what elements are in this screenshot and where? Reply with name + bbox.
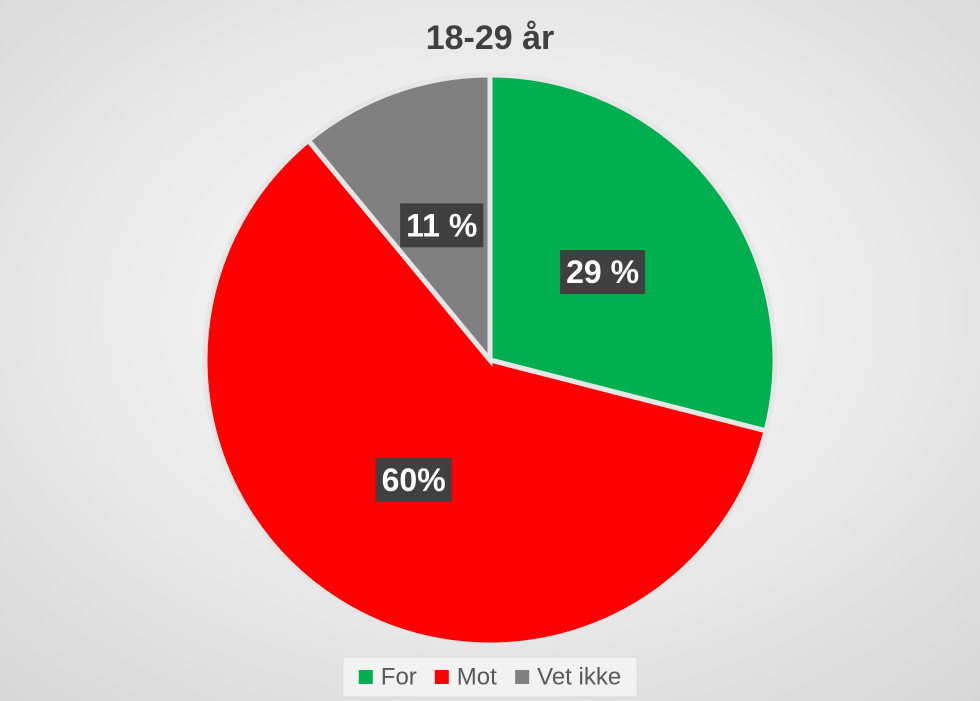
data-label: 29 % <box>566 254 639 290</box>
data-label: 60% <box>382 462 446 498</box>
data-label-box <box>560 250 646 295</box>
data-label-box <box>400 203 484 248</box>
legend-swatch <box>358 670 373 684</box>
legend-label: Vet ikke <box>537 663 621 690</box>
data-label: 11 % <box>406 207 477 243</box>
data-label-box <box>375 457 452 502</box>
legend-swatch <box>434 670 449 684</box>
legend-label: For <box>381 663 417 690</box>
legend-box <box>342 656 638 698</box>
pie-slice <box>304 72 493 367</box>
pie <box>202 72 778 648</box>
chart-title: 18-29 år <box>426 19 555 57</box>
legend: For Mot Vet ikke <box>342 656 638 698</box>
pie-slice <box>202 136 770 648</box>
legend-swatch <box>515 670 530 684</box>
data-labels: 29 % 60% 11 % <box>375 203 646 502</box>
legend-label: Mot <box>457 663 497 690</box>
